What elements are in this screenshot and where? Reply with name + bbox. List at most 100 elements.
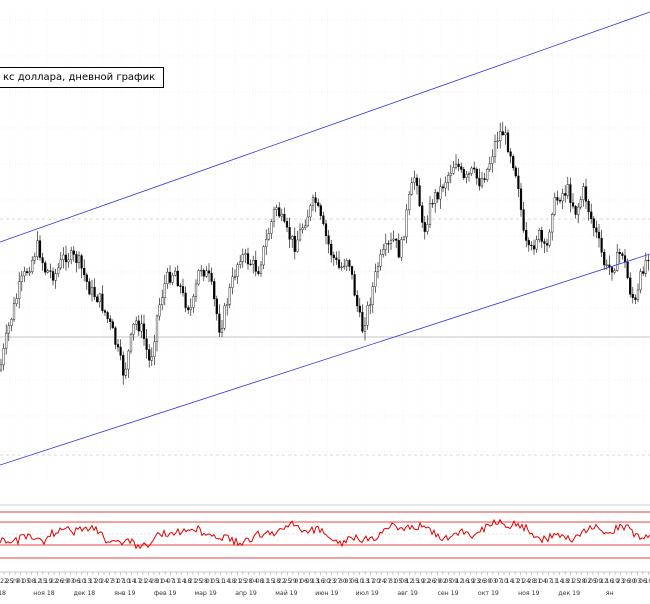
- candle: [473, 161, 476, 174]
- candle: [421, 201, 424, 228]
- candle: [267, 227, 270, 241]
- candle: [254, 250, 257, 277]
- candle: [280, 208, 283, 222]
- candle: [88, 278, 91, 296]
- candle: [31, 256, 34, 275]
- candle: [265, 229, 268, 256]
- candle: [96, 294, 99, 304]
- x-tick-label-day: 20: [95, 578, 103, 585]
- x-tick-label-day: 26: [56, 578, 64, 585]
- candle: [444, 176, 447, 197]
- x-tick-label-day: 18: [183, 578, 191, 585]
- x-tick-label-day: 03: [633, 578, 641, 585]
- candle: [106, 310, 109, 324]
- x-tick-label-day: 11: [550, 578, 558, 585]
- candle: [7, 322, 10, 342]
- x-tick-label-day: 14: [222, 578, 230, 585]
- candle: [215, 295, 218, 321]
- x-tick-label-day: 11: [172, 578, 180, 585]
- candle: [553, 192, 556, 217]
- x-tick-label-day: 22: [0, 578, 8, 585]
- x-tick-label-day: 08: [28, 578, 36, 585]
- candle: [610, 266, 614, 281]
- x-tick-label-day: 02: [583, 578, 591, 585]
- candle: [306, 209, 309, 228]
- x-tick-label-day: 06: [300, 578, 308, 585]
- x-tick-label-day: 28: [528, 578, 536, 585]
- candle: [449, 164, 452, 184]
- candle: [379, 249, 382, 271]
- x-tick-label-day: 14: [556, 578, 564, 585]
- candle: [467, 171, 471, 182]
- candle: [38, 235, 42, 261]
- x-tick-label-day: 19: [467, 578, 475, 585]
- candle: [423, 216, 426, 240]
- candle: [114, 326, 117, 350]
- x-tick-label-day: 08: [256, 578, 264, 585]
- candle: [12, 296, 16, 322]
- candle: [428, 196, 432, 229]
- x-tick-label-day: 03: [345, 578, 353, 585]
- candle: [327, 230, 330, 254]
- candle: [452, 161, 455, 175]
- candle: [174, 267, 177, 277]
- x-tick-label-month: янв 19: [114, 590, 135, 597]
- candle: [189, 298, 192, 316]
- candle: [465, 170, 468, 184]
- candle: [166, 267, 169, 289]
- x-tick-label-day: 10: [645, 578, 650, 585]
- candle: [626, 258, 629, 280]
- candle: [439, 178, 442, 209]
- candle: [597, 224, 601, 248]
- candle: [283, 207, 286, 224]
- candle: [80, 253, 83, 279]
- candle: [343, 258, 346, 270]
- x-tick-label-day: 12: [456, 578, 464, 585]
- candle: [462, 166, 465, 181]
- x-tick-label-day: 21: [233, 578, 241, 585]
- x-tick-label-day: 31: [156, 578, 164, 585]
- candle: [369, 297, 372, 315]
- candle: [70, 246, 73, 265]
- x-tick-label-day: 22: [422, 578, 430, 585]
- x-tick-label-day: 10: [500, 578, 508, 585]
- x-tick-label-day: 04: [161, 578, 169, 585]
- x-tick-label-day: 29: [289, 578, 297, 585]
- x-tick-label-day: 12: [33, 578, 41, 585]
- x-tick-label-day: 19: [45, 578, 53, 585]
- candle: [291, 235, 294, 248]
- x-tick-label-month: май 19: [275, 589, 297, 597]
- candle: [535, 235, 538, 253]
- candle: [210, 267, 213, 285]
- x-tick-label-day: 25: [6, 578, 14, 585]
- candle: [384, 233, 387, 257]
- candle: [486, 167, 489, 182]
- candle: [582, 182, 585, 207]
- candle: [392, 230, 395, 242]
- x-tick-label-day: 06: [350, 578, 358, 585]
- x-tick-label-day: 05: [589, 578, 597, 585]
- candle: [46, 268, 49, 274]
- candle: [103, 309, 107, 316]
- candle: [137, 315, 140, 336]
- x-tick-label-day: 28: [245, 578, 253, 585]
- candle: [616, 244, 619, 272]
- x-tick-label-month: фев 19: [154, 590, 177, 597]
- x-tick-label-month: ян: [606, 590, 614, 597]
- candle: [566, 176, 569, 199]
- chart-title-box: кс доллара, дневной график: [0, 67, 165, 88]
- candle: [49, 263, 52, 279]
- candle: [252, 255, 255, 274]
- candle: [447, 171, 450, 191]
- candle: [301, 223, 304, 234]
- x-tick-label-month: дек 19: [558, 590, 580, 597]
- candle: [366, 301, 369, 330]
- candle: [220, 320, 224, 338]
- x-tick-label-day: 23: [617, 578, 625, 585]
- candle: [246, 247, 250, 270]
- candle: [530, 241, 533, 251]
- x-tick-label-day: 27: [106, 578, 114, 585]
- grid-layer: [0, 10, 650, 485]
- candle: [488, 156, 491, 172]
- candle: [556, 190, 559, 206]
